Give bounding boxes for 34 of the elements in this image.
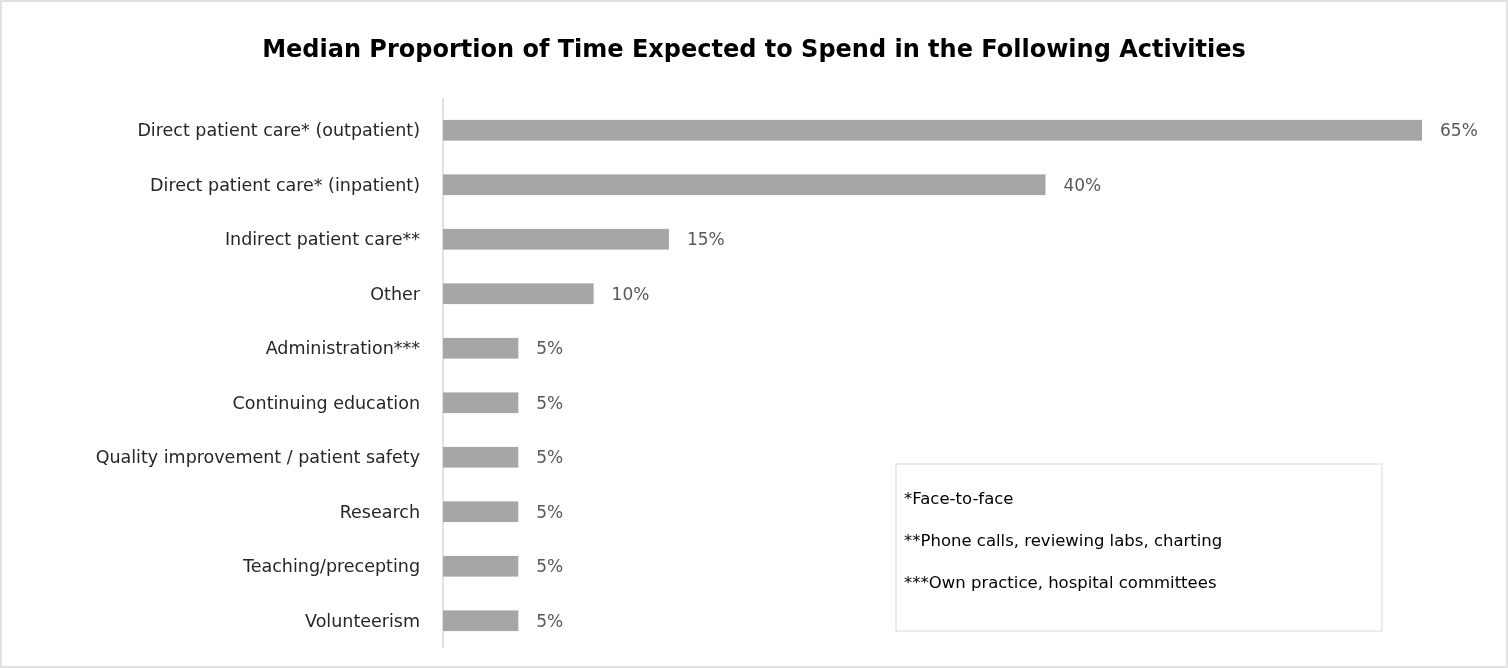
data-label: 15%: [686, 229, 725, 250]
bar: [443, 392, 519, 414]
bar: [443, 174, 1046, 196]
data-label: 5%: [536, 338, 564, 359]
annotation: **Phone calls, reviewing labs, charting: [904, 530, 1223, 550]
bar: [443, 446, 519, 468]
bar: [443, 228, 669, 250]
bar: [443, 610, 519, 632]
y-tick-label: Direct patient care* (outpatient): [137, 120, 420, 141]
data-label: 10%: [611, 283, 650, 304]
y-tick-label: Continuing education: [232, 392, 420, 413]
y-tick-label: Administration***: [265, 338, 421, 359]
y-tick-label: Direct patient care* (inpatient): [150, 174, 420, 195]
data-label: 5%: [536, 392, 564, 413]
y-tick-label: Research: [339, 501, 420, 522]
bar: [443, 119, 1422, 141]
data-label: 5%: [536, 501, 564, 522]
bar: [443, 337, 519, 359]
y-tick-label: Volunteerism: [305, 610, 420, 631]
bar: [443, 555, 519, 577]
annotation: *Face-to-face: [904, 488, 1014, 508]
data-label: 65%: [1440, 120, 1478, 141]
bar: [443, 501, 519, 523]
data-label: 40%: [1063, 174, 1102, 195]
annotation: ***Own practice, hospital committees: [904, 572, 1217, 592]
data-label: 5%: [536, 610, 564, 631]
data-label: 5%: [536, 556, 564, 577]
y-tick-label: Other: [370, 283, 421, 304]
y-tick-label: Teaching/precepting: [242, 556, 420, 577]
y-tick-label: Quality improvement / patient safety: [95, 447, 420, 468]
y-tick-label: Indirect patient care**: [224, 229, 421, 250]
bar: [443, 283, 594, 305]
chart-title: Median Proportion of Time Expected to Spend in the Following Activities: [262, 35, 1246, 63]
data-label: 5%: [536, 447, 564, 468]
